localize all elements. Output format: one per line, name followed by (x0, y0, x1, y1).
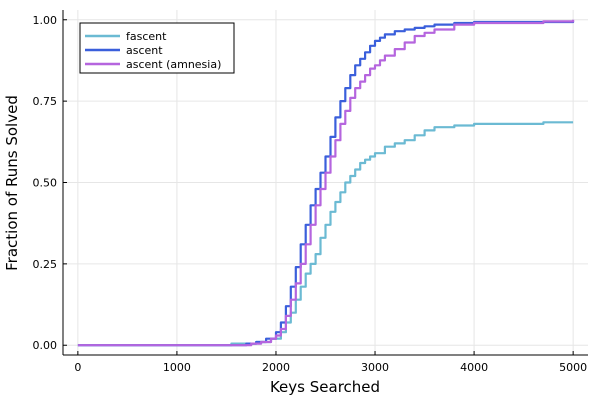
y-tick-label: 0.00 (33, 339, 58, 352)
series-line-fascent (77, 121, 574, 347)
x-tick-label: 1000 (163, 361, 191, 374)
series-line-ascent-amnesia- (77, 19, 575, 347)
y-ticks: 0.00 0.25 0.50 0.75 1.00 (33, 14, 67, 352)
series-lines (77, 19, 575, 347)
y-tick-label: 0.75 (33, 95, 58, 108)
y-axis-label: Fraction of Runs Solved (3, 95, 21, 271)
legend-label: fascent (126, 30, 167, 43)
legend-box (79, 22, 235, 74)
x-tick-label: 4000 (460, 361, 488, 374)
y-tick-label: 1.00 (33, 14, 58, 27)
y-tick-label: 0.25 (33, 258, 58, 271)
x-axis-label: Keys Searched (270, 378, 380, 396)
x-tick-label: 5000 (559, 361, 587, 374)
legend-label: ascent (amnesia) (126, 58, 221, 71)
y-tick-label: 0.50 (33, 177, 58, 190)
x-ticks: 0 1000 2000 3000 4000 5000 (74, 351, 587, 374)
x-tick-label: 2000 (262, 361, 290, 374)
x-tick-label: 0 (74, 361, 81, 374)
x-tick-label: 3000 (361, 361, 389, 374)
legend-label: ascent (126, 44, 163, 57)
